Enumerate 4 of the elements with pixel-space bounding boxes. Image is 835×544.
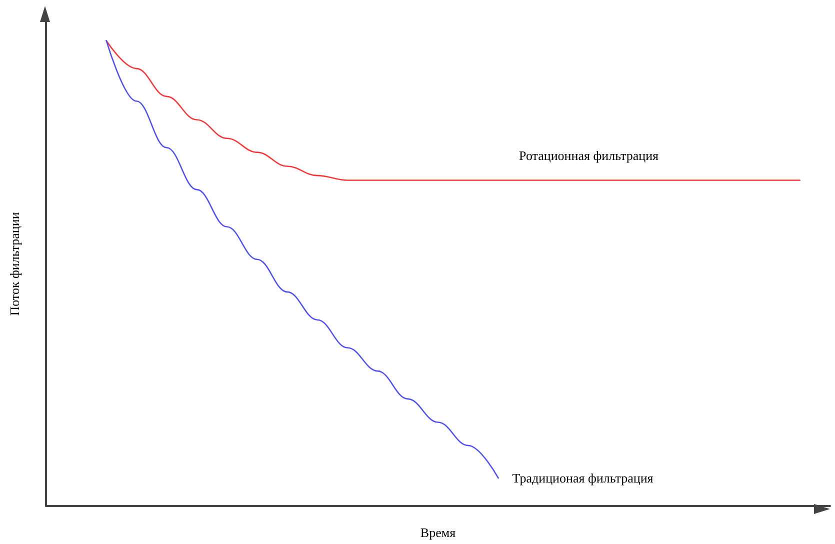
series-label: Традиционая фильтрация: [512, 470, 654, 486]
y-axis-title: Поток фильтрации: [7, 212, 22, 316]
x-axis-title: Время: [420, 525, 456, 540]
series-label: Ротационная фильтрация: [519, 148, 659, 164]
